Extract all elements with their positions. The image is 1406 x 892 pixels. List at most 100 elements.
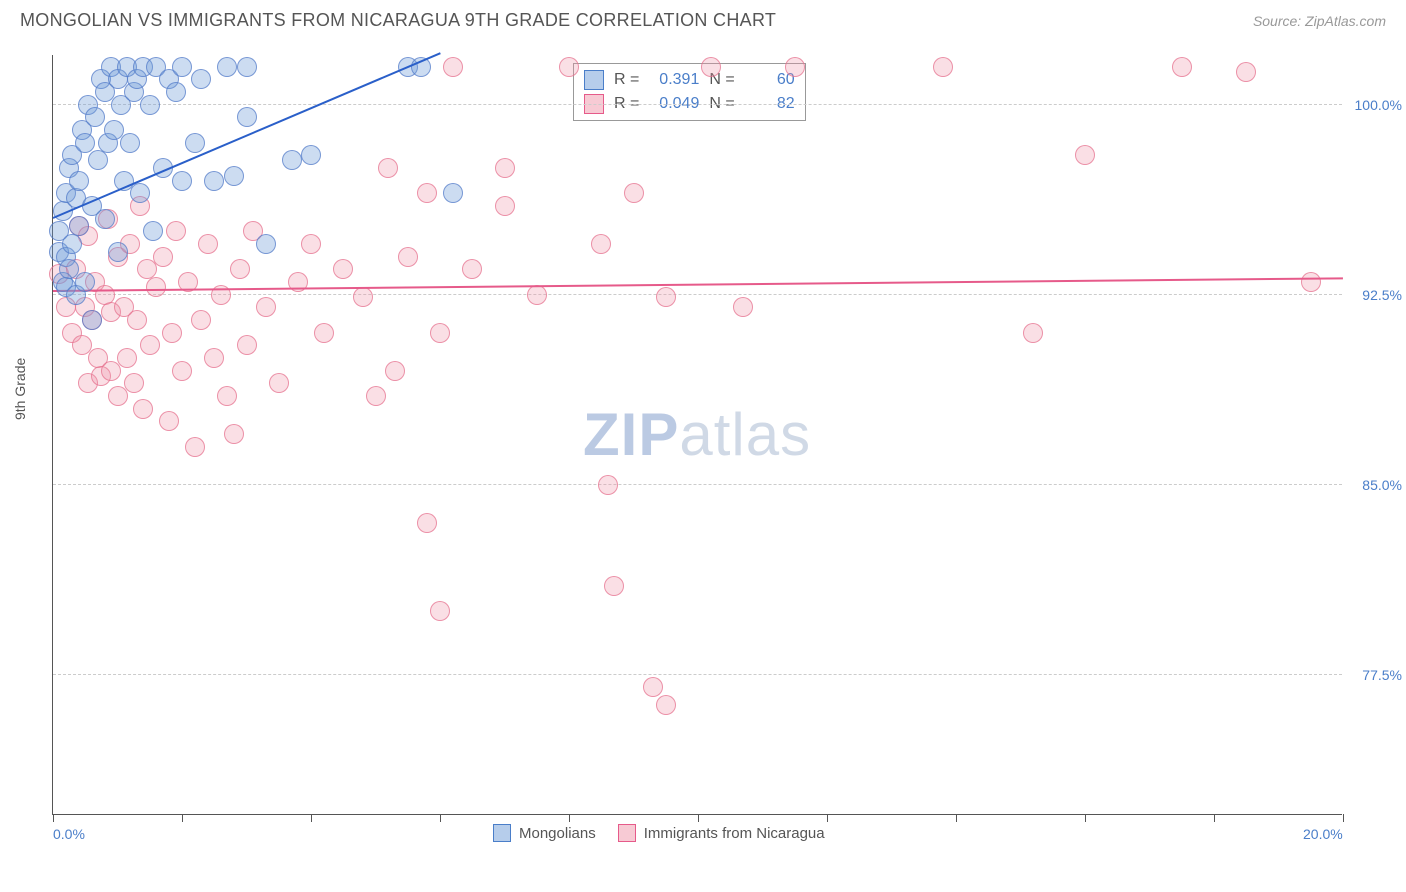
data-point (88, 150, 108, 170)
stats-row-mongolians: R = 0.391 N = 60 (584, 68, 795, 92)
data-point (85, 107, 105, 127)
data-point (269, 373, 289, 393)
data-point (591, 234, 611, 254)
x-tick (1343, 814, 1344, 822)
data-point (108, 242, 128, 262)
data-point (140, 335, 160, 355)
data-point (495, 158, 515, 178)
data-point (204, 171, 224, 191)
swatch-blue-icon (493, 824, 511, 842)
data-point (527, 285, 547, 305)
swatch-blue-icon (584, 70, 604, 90)
swatch-pink-icon (618, 824, 636, 842)
data-point (604, 576, 624, 596)
data-point (301, 234, 321, 254)
legend-item-nicaragua: Immigrants from Nicaragua (618, 824, 825, 842)
x-tick (569, 814, 570, 822)
data-point (598, 475, 618, 495)
data-point (333, 259, 353, 279)
data-point (69, 171, 89, 191)
data-point (217, 386, 237, 406)
x-tick (440, 814, 441, 822)
legend-item-mongolians: Mongolians (493, 824, 596, 842)
data-point (398, 247, 418, 267)
data-point (443, 183, 463, 203)
data-point (95, 209, 115, 229)
data-point (230, 259, 250, 279)
x-tick (698, 814, 699, 822)
data-point (643, 677, 663, 697)
data-point (443, 57, 463, 77)
data-point (733, 297, 753, 317)
data-point (224, 166, 244, 186)
data-point (146, 277, 166, 297)
watermark-bold: ZIP (583, 401, 679, 468)
chart-title: MONGOLIAN VS IMMIGRANTS FROM NICARAGUA 9… (20, 10, 776, 31)
data-point (166, 82, 186, 102)
x-tick (182, 814, 183, 822)
y-tick-label: 92.5% (1347, 287, 1402, 303)
x-tick (53, 814, 54, 822)
data-point (495, 196, 515, 216)
x-tick (1214, 814, 1215, 822)
data-point (314, 323, 334, 343)
data-point (191, 69, 211, 89)
data-point (1075, 145, 1095, 165)
x-tick (1085, 814, 1086, 822)
data-point (172, 57, 192, 77)
data-point (378, 158, 398, 178)
data-point (301, 145, 321, 165)
data-point (143, 221, 163, 241)
data-point (166, 221, 186, 241)
data-point (124, 373, 144, 393)
data-point (172, 171, 192, 191)
data-point (256, 234, 276, 254)
y-tick-label: 77.5% (1347, 667, 1402, 683)
data-point (140, 95, 160, 115)
x-tick (311, 814, 312, 822)
data-point (282, 150, 302, 170)
data-point (417, 183, 437, 203)
scatter-plot-area: ZIPatlas R = 0.391 N = 60 R = 0.049 N = … (52, 55, 1342, 815)
gridline (53, 294, 1342, 295)
data-point (656, 287, 676, 307)
y-tick-label: 85.0% (1347, 477, 1402, 493)
data-point (172, 361, 192, 381)
data-point (237, 335, 257, 355)
data-point (82, 310, 102, 330)
data-point (69, 216, 89, 236)
data-point (153, 247, 173, 267)
data-point (1172, 57, 1192, 77)
bottom-legend: Mongolians Immigrants from Nicaragua (493, 824, 825, 842)
data-point (385, 361, 405, 381)
data-point (430, 323, 450, 343)
data-point (204, 348, 224, 368)
data-point (256, 297, 276, 317)
gridline (53, 104, 1342, 105)
data-point (185, 437, 205, 457)
chart-source: Source: ZipAtlas.com (1253, 13, 1386, 29)
trend-line (53, 277, 1343, 292)
data-point (237, 57, 257, 77)
data-point (353, 287, 373, 307)
data-point (366, 386, 386, 406)
y-tick-label: 100.0% (1347, 97, 1402, 113)
gridline (53, 674, 1342, 675)
data-point (417, 513, 437, 533)
y-axis-label: 9th Grade (12, 358, 28, 420)
watermark-text: ZIPatlas (583, 400, 811, 469)
stat-r-value-mongolians: 0.391 (649, 71, 699, 89)
data-point (62, 234, 82, 254)
data-point (933, 57, 953, 77)
watermark-rest: atlas (679, 401, 811, 468)
data-point (624, 183, 644, 203)
x-tick-label: 0.0% (53, 826, 85, 842)
data-point (701, 57, 721, 77)
data-point (127, 310, 147, 330)
data-point (159, 411, 179, 431)
gridline (53, 484, 1342, 485)
data-point (1236, 62, 1256, 82)
stat-r-label: R = (614, 71, 639, 89)
data-point (185, 133, 205, 153)
data-point (191, 310, 211, 330)
